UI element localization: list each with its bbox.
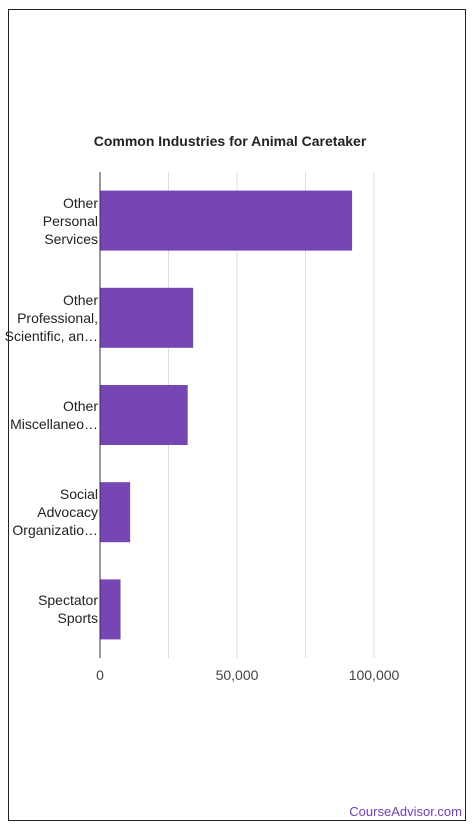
category-label-line: Organizatio… — [12, 522, 98, 539]
bar — [100, 385, 188, 445]
category-label-line: Personal — [42, 212, 98, 229]
category-label-line: Advocacy — [37, 504, 98, 521]
category-label-line: Social — [59, 486, 98, 503]
category-label: Social Advocacy Organizatio… — [0, 485, 98, 539]
category-label-line: Scientific, an… — [4, 327, 98, 344]
category-label: Other Professional, Scientific, an… — [0, 291, 98, 345]
x-tick-label: 100,000 — [348, 667, 400, 683]
x-tick-label: 50,000 — [215, 667, 259, 683]
category-label: Other Miscellaneo… — [0, 397, 98, 433]
chart-title: Common Industries for Animal Caretaker — [93, 133, 367, 149]
category-label-line: Miscellaneo… — [10, 416, 98, 432]
bar — [100, 579, 121, 640]
category-label: Spectator Sports — [0, 591, 98, 627]
category-label-line: Professional, — [17, 309, 98, 326]
category-label-line: Other — [62, 398, 98, 414]
category-label-line: Services — [44, 230, 98, 247]
category-label-line: Other — [62, 291, 98, 308]
category-label-line: Other — [62, 194, 98, 211]
courseadvisor-watermark[interactable]: CourseAdvisor.com — [349, 804, 462, 819]
category-label-line: Spectator — [38, 592, 98, 609]
category-label: Other Personal Services — [0, 194, 98, 248]
x-tick-label: 0 — [96, 667, 104, 683]
category-label-line: Sports — [57, 610, 98, 627]
bar — [100, 190, 353, 251]
bar — [100, 287, 194, 348]
bar — [100, 482, 131, 543]
